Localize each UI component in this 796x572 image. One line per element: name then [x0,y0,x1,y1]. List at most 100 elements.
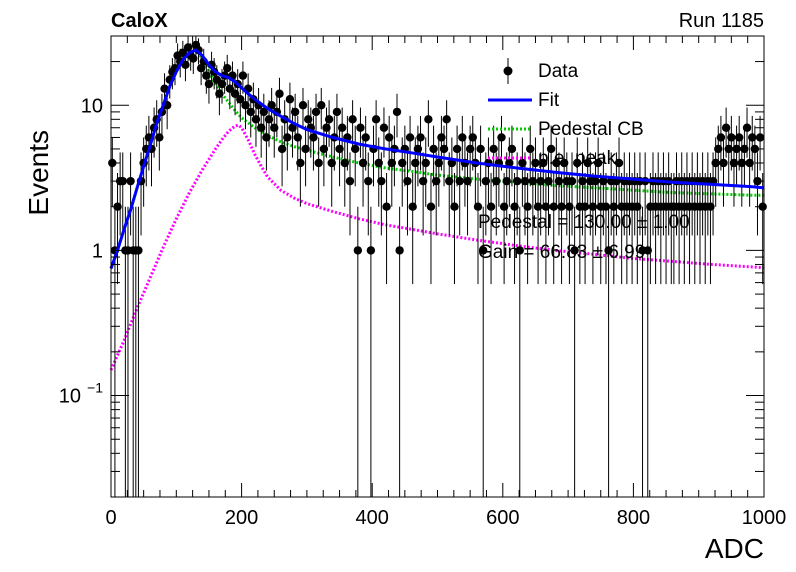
data-marker [536,176,545,186]
data-point [204,69,214,104]
data-marker [510,202,519,211]
data-marker [593,158,603,168]
data-marker [364,176,373,186]
data-marker [327,158,336,168]
data-marker [714,144,723,154]
x-tick-label: 600 [486,507,519,529]
data-point [486,172,496,285]
data-marker [565,202,574,211]
data-marker [439,144,449,154]
data-marker [384,133,394,142]
data-marker [348,115,357,124]
y-tick-label-exponent: −1 [87,380,103,396]
data-marker [515,246,524,255]
data-marker [499,202,509,211]
fit-line [109,48,765,270]
data-point [301,125,310,187]
data-point [515,206,524,497]
data-point [580,172,590,285]
data-marker [319,144,329,154]
data-point [262,115,271,171]
data-marker [340,158,349,168]
data-point [523,172,532,285]
pe-peak-curve [109,123,765,371]
data-marker [298,101,308,110]
x-tick-label: 200 [225,507,258,529]
data-point [439,125,449,187]
data-point [364,152,373,236]
data-point [309,115,318,171]
data-marker [379,123,389,132]
data-point [742,107,752,158]
data-point [614,137,624,207]
data-marker [554,176,564,186]
data-marker [202,71,211,80]
data-marker [502,176,511,186]
data-marker [230,89,240,98]
data-point [421,137,430,207]
data-point [533,172,543,285]
data-point [510,172,519,285]
data-point [452,125,462,187]
data-point [351,125,360,187]
data-marker [583,158,592,168]
data-marker [505,158,514,168]
data-point [497,115,506,171]
legend-label: Data [538,61,579,82]
data-marker [256,123,266,132]
data-marker [424,115,433,124]
data-point [520,152,530,236]
data-marker [546,144,556,154]
data-point [275,77,284,116]
data-point [567,152,577,236]
data-marker [539,158,548,168]
data-point [609,172,619,285]
data-point [416,115,425,171]
x-tick-label: 400 [356,507,389,529]
data-marker [591,176,600,186]
data-point [442,100,451,147]
data-marker [633,202,642,211]
data-point [283,115,292,171]
data-marker [476,144,485,154]
data-marker [742,123,752,132]
data-point [335,125,344,187]
data-marker [353,246,363,255]
data-point [371,100,381,147]
data-point [583,137,592,207]
data-marker [732,144,741,154]
data-point [356,107,365,158]
data-marker [398,158,407,168]
fit-curve [109,48,765,270]
data-marker [518,158,527,168]
data-marker [403,176,412,186]
data-point [377,152,386,236]
data-marker [225,84,235,93]
data-point [405,115,415,171]
data-point [512,152,522,236]
data-marker [301,144,310,154]
data-marker [489,144,498,154]
data-marker [304,115,313,124]
data-point [322,107,331,158]
x-tick-label: 800 [617,507,650,529]
data-marker [434,158,444,168]
data-point [599,152,608,236]
data-marker [411,158,420,168]
data-marker [481,176,491,186]
data-point [518,137,527,207]
data-point [358,137,368,207]
run-label: Run 1185 [679,10,764,32]
legend-label: Fit [538,90,560,111]
data-point [719,137,728,207]
data-point [434,137,444,207]
data-marker [238,71,248,80]
data-point [573,137,582,207]
data-point [296,137,305,207]
data-marker [277,144,287,154]
data-point [311,93,321,138]
data-point [426,172,436,285]
gain-annotation: Gain = 66.83 ± 6.99 [478,242,645,263]
data-marker [614,158,624,168]
